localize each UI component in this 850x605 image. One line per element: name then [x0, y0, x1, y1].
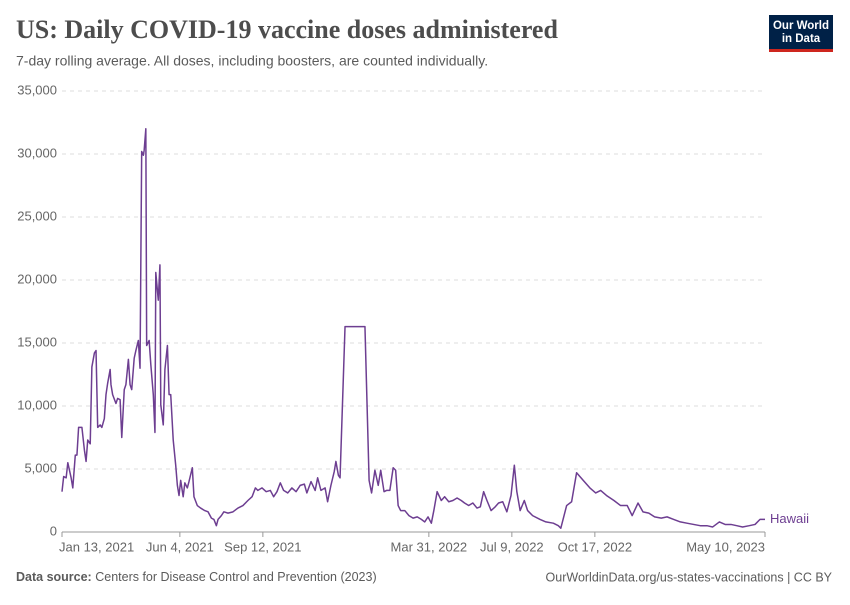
- y-tick-label: 20,000: [17, 271, 57, 286]
- y-tick-label: 5,000: [24, 460, 57, 475]
- y-tick-label: 15,000: [17, 334, 57, 349]
- x-tick-label: Jun 4, 2021: [146, 539, 214, 554]
- series-line: [61, 128, 765, 529]
- footer-license[interactable]: OurWorldinData.org/us-states-vaccination…: [546, 570, 833, 584]
- logo[interactable]: Our World in Data: [769, 15, 833, 52]
- logo-box: [769, 15, 833, 52]
- logo-text: in Data: [782, 33, 821, 45]
- x-tick-label: Jul 9, 2022: [480, 539, 544, 554]
- legend-label: Hawaii: [770, 511, 809, 526]
- footer-source: Data source: Centers for Disease Control…: [16, 570, 377, 584]
- x-tick-label: May 10, 2023: [686, 539, 765, 554]
- y-tick-label: 10,000: [17, 397, 57, 412]
- y-tick-label: 30,000: [17, 145, 57, 160]
- logo-bar: [769, 49, 833, 52]
- x-tick-label: Oct 17, 2022: [558, 539, 632, 554]
- chart-title: US: Daily COVID-19 vaccine doses adminis…: [16, 15, 558, 44]
- y-tick-label: 25,000: [17, 208, 57, 223]
- logo-text: Our World: [773, 20, 829, 32]
- y-tick-label: 35,000: [17, 82, 57, 97]
- source: Centers for Disease Control and Preventi…: [95, 570, 376, 584]
- y-tick-label: 0: [50, 523, 57, 538]
- x-tick-label: Sep 12, 2021: [224, 539, 301, 554]
- x-tick-label: Jan 13, 2021: [59, 539, 134, 554]
- source-label: Data source:: [16, 570, 92, 584]
- x-tick-label: Mar 31, 2022: [391, 539, 468, 554]
- chart-subtitle: 7-day rolling average. All doses, includ…: [16, 53, 488, 69]
